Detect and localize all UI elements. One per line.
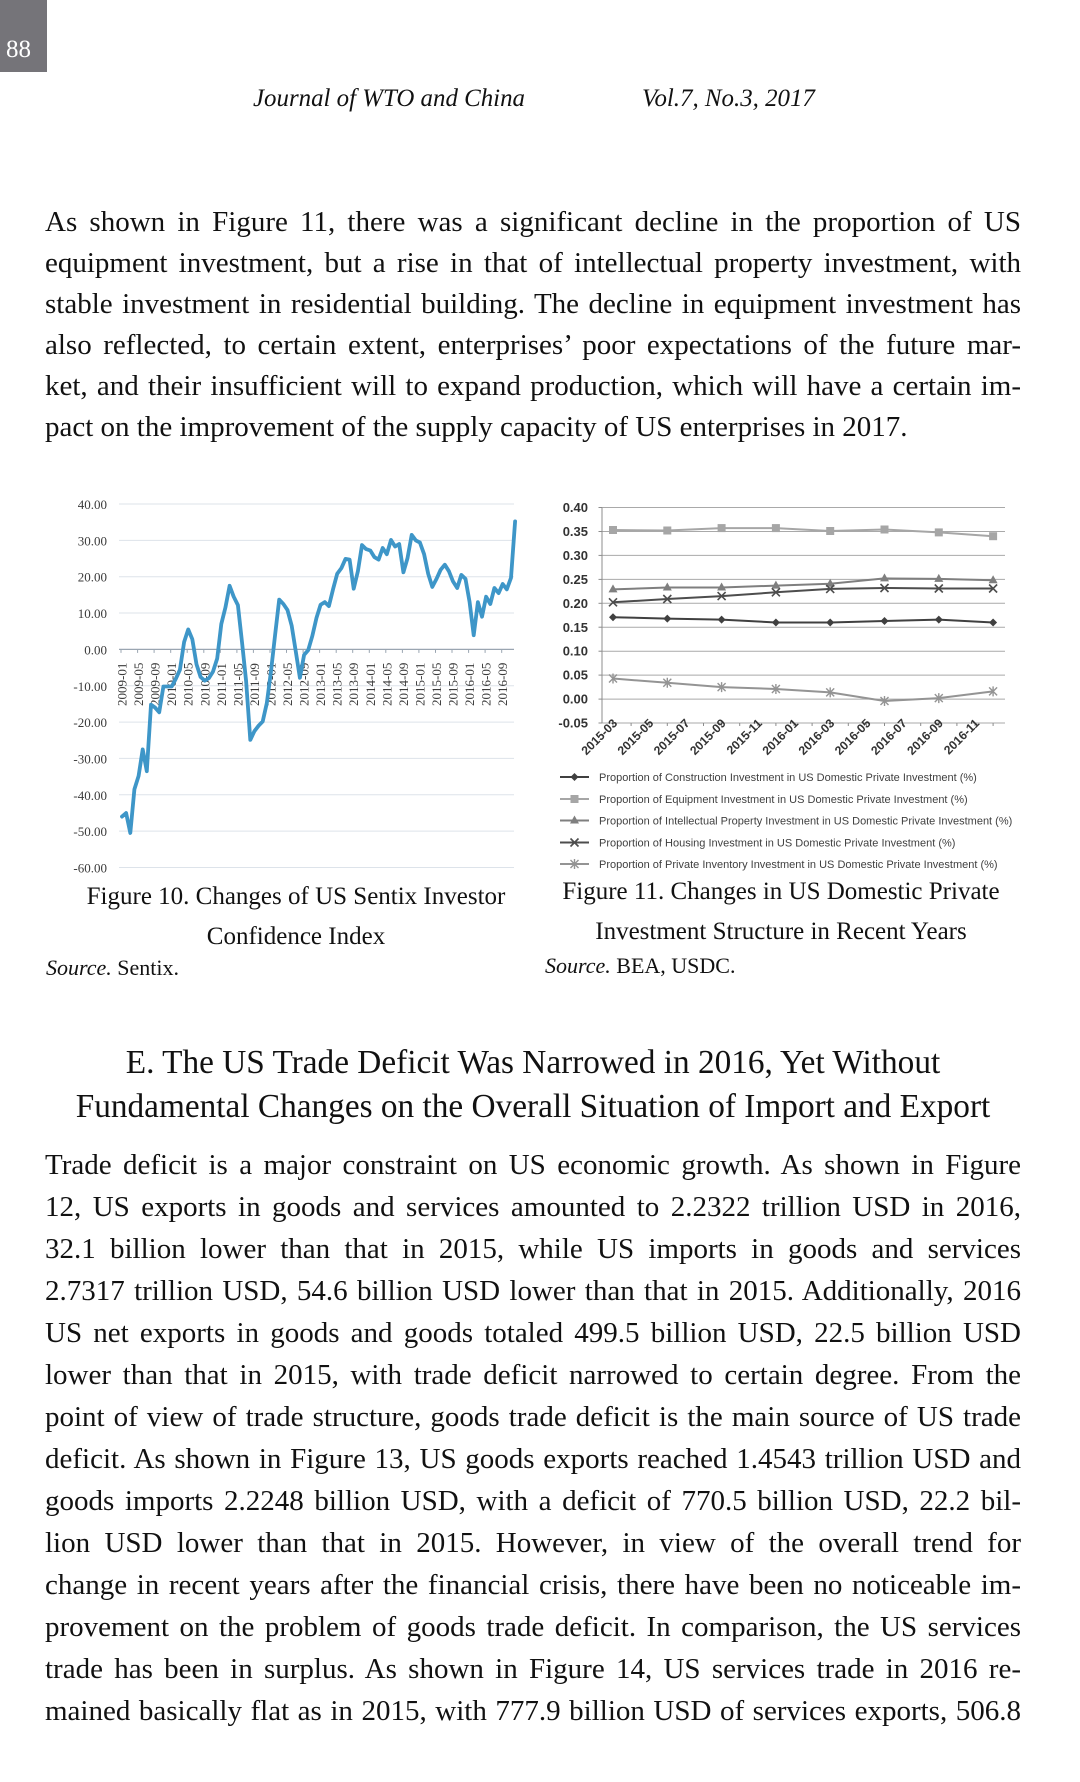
svg-text:2016-05: 2016-05: [479, 663, 494, 706]
svg-text:2015-11: 2015-11: [724, 716, 765, 757]
svg-text:2010-05: 2010-05: [181, 663, 196, 706]
svg-text:2016-09: 2016-09: [495, 663, 510, 706]
svg-text:0.00: 0.00: [84, 642, 107, 657]
svg-text:2014-05: 2014-05: [379, 663, 394, 706]
svg-text:2015-09: 2015-09: [687, 716, 729, 758]
svg-text:-40.00: -40.00: [73, 788, 107, 803]
svg-text:0.25: 0.25: [563, 572, 588, 587]
svg-text:Proportion of Intellectual Pr: Proportion of Intellectual Property Inve…: [599, 816, 1012, 828]
svg-text:0.05: 0.05: [563, 668, 588, 683]
svg-text:2016-01: 2016-01: [760, 716, 802, 758]
svg-text:-10.00: -10.00: [73, 679, 107, 694]
svg-text:2016-01: 2016-01: [462, 663, 477, 706]
svg-text:2009-09: 2009-09: [148, 663, 163, 706]
svg-text:2009-05: 2009-05: [131, 663, 146, 706]
svg-text:2011-01: 2011-01: [214, 663, 229, 706]
svg-text:-50.00: -50.00: [73, 824, 107, 839]
svg-text:0.35: 0.35: [563, 524, 588, 539]
svg-text:2013-01: 2013-01: [313, 663, 328, 706]
svg-text:2016-09: 2016-09: [904, 716, 946, 758]
svg-text:2013-05: 2013-05: [330, 663, 345, 706]
svg-text:2014-01: 2014-01: [363, 663, 378, 706]
svg-text:2015-05: 2015-05: [615, 716, 657, 758]
svg-text:2009-01: 2009-01: [115, 663, 130, 706]
svg-text:20.00: 20.00: [78, 570, 107, 585]
svg-text:Proportion of Construction In: Proportion of Construction Investment in…: [599, 772, 977, 784]
svg-text:Proportion of Equipment Inves: Proportion of Equipment Investment in US…: [599, 794, 968, 806]
svg-text:2016-03: 2016-03: [796, 716, 838, 758]
svg-text:2015-05: 2015-05: [429, 663, 444, 706]
svg-text:40.00: 40.00: [78, 497, 107, 512]
svg-text:10.00: 10.00: [78, 606, 107, 621]
svg-text:-60.00: -60.00: [73, 861, 107, 876]
svg-text:Proportion of Private Inventor: Proportion of Private Inventory Investme…: [599, 859, 998, 871]
svg-text:0.20: 0.20: [563, 596, 588, 611]
svg-text:2012-05: 2012-05: [280, 663, 295, 706]
svg-text:30.00: 30.00: [78, 533, 107, 548]
svg-text:2016-07: 2016-07: [868, 716, 910, 758]
svg-text:0.00: 0.00: [563, 692, 588, 707]
svg-text:-0.05: -0.05: [558, 716, 588, 731]
svg-text:2014-09: 2014-09: [396, 663, 411, 706]
svg-text:2015-07: 2015-07: [651, 716, 693, 758]
svg-text:2015-01: 2015-01: [412, 663, 427, 706]
svg-text:-30.00: -30.00: [73, 751, 107, 766]
svg-text:2016-11: 2016-11: [941, 716, 982, 757]
svg-text:0.30: 0.30: [563, 548, 588, 563]
svg-text:2011-09: 2011-09: [247, 663, 262, 706]
svg-text:0.15: 0.15: [563, 620, 588, 635]
svg-text:0.10: 0.10: [563, 644, 588, 659]
svg-text:-20.00: -20.00: [73, 715, 107, 730]
svg-text:2011-05: 2011-05: [230, 663, 245, 706]
svg-text:0.40: 0.40: [563, 500, 588, 515]
svg-text:2013-09: 2013-09: [346, 663, 361, 706]
svg-text:2015-09: 2015-09: [446, 663, 461, 706]
svg-text:2016-05: 2016-05: [832, 716, 874, 758]
svg-text:Proportion of Housing Investme: Proportion of Housing Investment in US D…: [599, 838, 955, 850]
